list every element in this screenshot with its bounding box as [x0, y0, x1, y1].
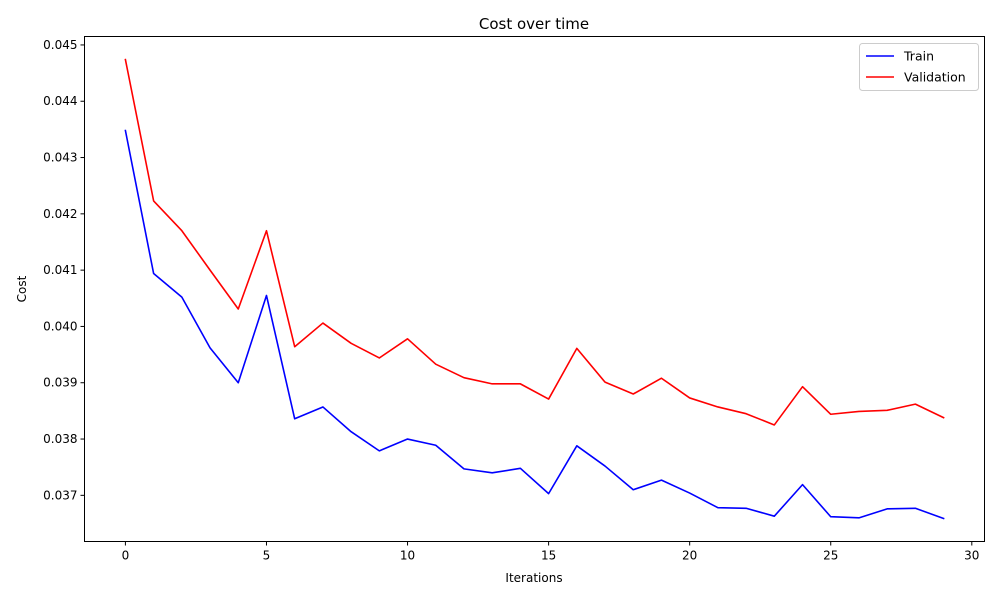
legend-label-train: Train [903, 49, 934, 64]
y-tick-label: 0.037 [43, 488, 77, 502]
y-axis-title: Cost [15, 275, 29, 302]
x-tick-label: 20 [682, 549, 697, 563]
x-tick-label: 15 [541, 549, 556, 563]
x-tick-label: 30 [964, 549, 979, 563]
y-tick-label: 0.045 [43, 38, 77, 52]
y-tick-label: 0.043 [43, 151, 77, 165]
ticks-layer: 0 5 10 15 20 25 30 0.037 0.038 0.039 0.040 0.041 0.0… [43, 38, 979, 563]
y-tick-label: 0.040 [43, 319, 77, 333]
plot-frame [84, 36, 985, 542]
y-tick-label: 0.042 [43, 207, 77, 221]
series-lines [124, 58, 945, 520]
series-line-train [124, 129, 945, 520]
y-tick-label: 0.041 [43, 263, 77, 277]
legend-label-validation: Validation [904, 70, 966, 85]
x-tick-label: 0 [122, 549, 130, 563]
y-tick-label: 0.044 [43, 94, 77, 108]
series-line-validation [124, 58, 945, 426]
x-tick-label: 10 [400, 549, 415, 563]
legend: Train Validation [859, 43, 979, 91]
chart-title: Cost over time [479, 15, 589, 33]
x-axis-title: Iterations [505, 571, 562, 585]
x-tick-label: 25 [823, 549, 838, 563]
x-tick-label: 5 [263, 549, 271, 563]
y-tick-label: 0.039 [43, 376, 77, 390]
y-tick-label: 0.038 [43, 432, 77, 446]
